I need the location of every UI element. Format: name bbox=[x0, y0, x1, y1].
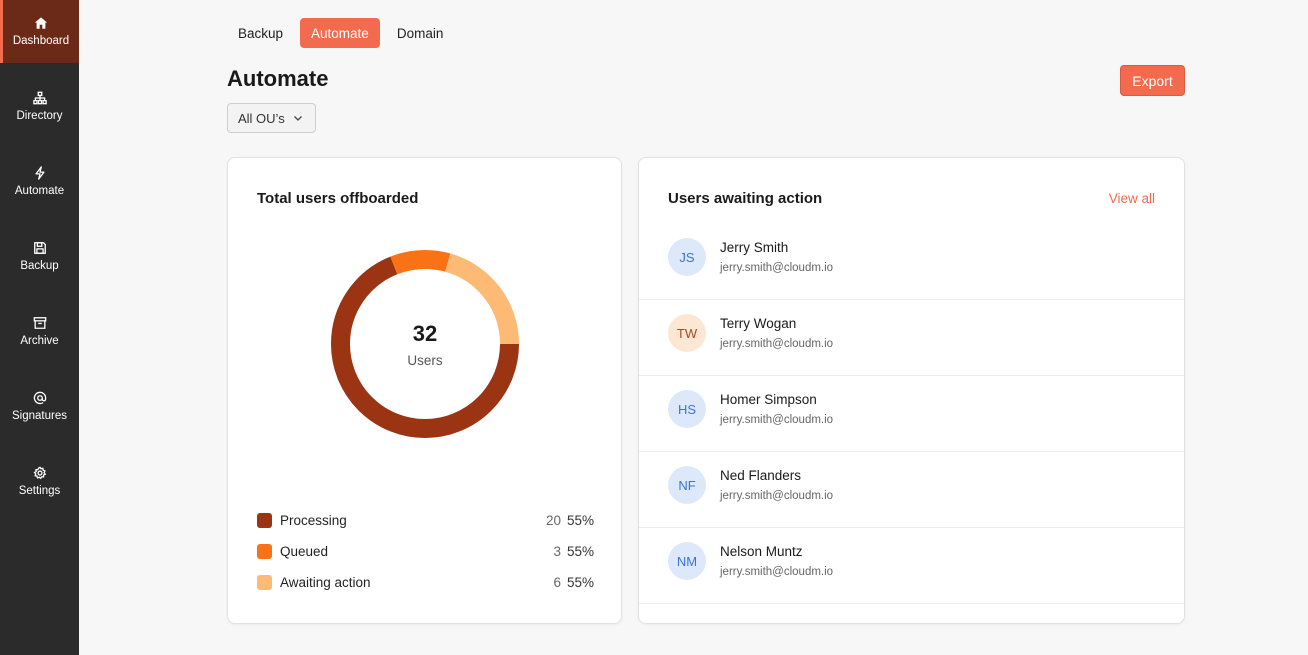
sidebar-item-archive[interactable]: Archive bbox=[0, 300, 79, 363]
user-name: Nelson Muntz bbox=[720, 544, 803, 559]
awaiting-title: Users awaiting action bbox=[668, 190, 823, 207]
offboarded-card: Total users offboarded 32 Users Processi… bbox=[227, 157, 622, 624]
archive-box-icon bbox=[33, 317, 46, 329]
legend-swatch bbox=[257, 543, 272, 559]
user-email: jerry.smith@cloudm.io bbox=[720, 338, 834, 350]
user-name: Ned Flanders bbox=[720, 468, 802, 483]
legend-item-queued: Queued 3 55% bbox=[257, 541, 594, 561]
legend-label: Processing bbox=[280, 512, 347, 528]
sidebar-item-label: Directory bbox=[16, 110, 63, 122]
awaiting-card: Users awaiting action View all JS Jerry … bbox=[638, 157, 1185, 624]
legend-percent: 55% bbox=[566, 574, 594, 590]
floppy-disk-icon bbox=[33, 242, 46, 254]
avatar: NM bbox=[668, 542, 706, 580]
sidebar-item-label: Archive bbox=[20, 335, 59, 347]
sidebar: Dashboard Directory Automate Backup Arch… bbox=[0, 0, 79, 655]
avatar: NF bbox=[668, 466, 706, 504]
user-name: Terry Wogan bbox=[720, 316, 797, 331]
legend-label: Queued bbox=[280, 543, 329, 559]
sidebar-item-directory[interactable]: Directory bbox=[0, 75, 79, 138]
at-sign-icon bbox=[33, 391, 46, 405]
legend-label: Awaiting action bbox=[280, 574, 371, 590]
legend-swatch bbox=[257, 512, 272, 528]
home-icon bbox=[34, 17, 48, 29]
sidebar-item-label: Backup bbox=[20, 260, 59, 272]
user-email: jerry.smith@cloudm.io bbox=[720, 566, 834, 578]
list-item[interactable]: NF Ned Flanders jerry.smith@cloudm.io bbox=[639, 452, 1184, 528]
sidebar-item-automate[interactable]: Automate bbox=[0, 150, 79, 213]
donut-total: 32 bbox=[412, 320, 438, 346]
sidebar-item-signatures[interactable]: Signatures bbox=[0, 375, 79, 438]
legend-count: 6 bbox=[553, 574, 561, 590]
user-email: jerry.smith@cloudm.io bbox=[720, 414, 834, 426]
list-item[interactable]: JS Jerry Smith jerry.smith@cloudm.io bbox=[639, 224, 1184, 300]
offboarded-title: Total users offboarded bbox=[257, 190, 419, 207]
legend-item-awaiting-action: Awaiting action 6 55% bbox=[257, 572, 594, 592]
sidebar-item-label: Settings bbox=[18, 485, 61, 497]
user-email: jerry.smith@cloudm.io bbox=[720, 490, 834, 502]
sidebar-item-settings[interactable]: Settings bbox=[0, 450, 79, 513]
legend-percent: 55% bbox=[566, 512, 594, 528]
donut-center: 32 Users bbox=[331, 250, 519, 438]
gear-icon bbox=[33, 466, 46, 480]
legend-count: 20 bbox=[545, 512, 561, 528]
sidebar-item-label: Automate bbox=[14, 185, 65, 197]
sidebar-item-backup[interactable]: Backup bbox=[0, 225, 79, 288]
donut-segment-queued bbox=[331, 250, 519, 438]
ou-filter-value: All OU’s bbox=[238, 110, 285, 126]
chevron-down-icon bbox=[293, 116, 302, 121]
page-title: Automate bbox=[227, 66, 329, 91]
user-name: Homer Simpson bbox=[720, 392, 817, 407]
avatar: HS bbox=[668, 390, 706, 428]
list-item[interactable]: TW Terry Wogan jerry.smith@cloudm.io bbox=[639, 300, 1184, 376]
tab-bar: Backup Automate Domain bbox=[227, 18, 454, 48]
view-all-link[interactable]: View all bbox=[1108, 191, 1155, 206]
org-chart-icon bbox=[32, 91, 47, 105]
lightning-icon bbox=[34, 166, 45, 180]
list-item[interactable]: HS Homer Simpson jerry.smith@cloudm.io bbox=[639, 376, 1184, 452]
legend-count: 3 bbox=[553, 543, 561, 559]
offboarded-donut-chart bbox=[331, 250, 519, 438]
ou-filter-dropdown[interactable]: All OU’s bbox=[227, 103, 316, 133]
donut-unit: Users bbox=[407, 352, 443, 368]
sidebar-item-dashboard[interactable]: Dashboard bbox=[0, 0, 79, 63]
donut-segment-awaiting-action bbox=[331, 250, 519, 438]
sidebar-item-label: Signatures bbox=[12, 410, 67, 422]
export-button[interactable]: Export bbox=[1120, 65, 1185, 96]
legend-percent: 55% bbox=[566, 543, 594, 559]
user-email: jerry.smith@cloudm.io bbox=[720, 262, 834, 274]
user-name: Jerry Smith bbox=[720, 240, 789, 255]
tab-backup[interactable]: Backup bbox=[238, 25, 284, 41]
tab-automate[interactable]: Automate bbox=[300, 18, 380, 48]
list-item[interactable]: NM Nelson Muntz jerry.smith@cloudm.io bbox=[639, 528, 1184, 604]
avatar: TW bbox=[668, 314, 706, 352]
avatar: JS bbox=[668, 238, 706, 276]
legend-swatch bbox=[257, 574, 272, 590]
tab-domain[interactable]: Domain bbox=[396, 25, 444, 41]
legend-item-processing: Processing 20 55% bbox=[257, 510, 594, 530]
sidebar-item-label: Dashboard bbox=[12, 35, 70, 47]
